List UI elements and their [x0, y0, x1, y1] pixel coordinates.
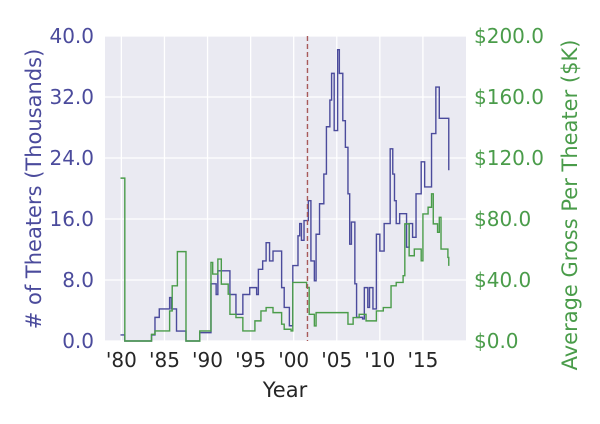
- theaters-series-line: [120, 49, 450, 342]
- x-tick-label: '00: [278, 348, 309, 372]
- x-tick-label: '10: [364, 348, 395, 372]
- x-tick-label: '85: [149, 348, 180, 372]
- y-axis-label: # of Theaters (Thousands): [22, 49, 46, 330]
- y2-tick-label: $200.0: [474, 24, 544, 48]
- y-tick-label: 16.0: [49, 207, 94, 231]
- tick-labels: '80 '85 '90 '95 '00 '05 '10 '15 0.0 8.0 16.0 24.0 32…: [49, 24, 544, 372]
- grid: [105, 35, 466, 342]
- x-tick-label: '95: [235, 348, 266, 372]
- gross-series-line: [120, 177, 450, 342]
- x-tick-label: '15: [407, 348, 438, 372]
- x-tick-label: '05: [321, 348, 352, 372]
- y-tick-label: 32.0: [49, 85, 94, 109]
- y-tick-label: 40.0: [49, 24, 94, 48]
- y2-tick-label: $40.0: [474, 268, 531, 292]
- x-tick-label: '90: [192, 348, 223, 372]
- y-tick-label: 0.0: [62, 329, 94, 353]
- series-lines: [120, 36, 450, 342]
- y2-tick-label: $80.0: [474, 207, 531, 231]
- plot-area: [105, 36, 466, 341]
- x-tick-label: '80: [106, 348, 137, 372]
- x-axis-label: Year: [262, 378, 308, 402]
- y2-tick-label: $0.0: [474, 329, 519, 353]
- y-tick-label: 24.0: [49, 146, 94, 170]
- y-tick-label: 8.0: [62, 268, 94, 292]
- y2-axis-label: Average Gross Per Theater ($K): [558, 40, 582, 371]
- y2-tick-label: $160.0: [474, 85, 544, 109]
- y2-tick-label: $120.0: [474, 146, 544, 170]
